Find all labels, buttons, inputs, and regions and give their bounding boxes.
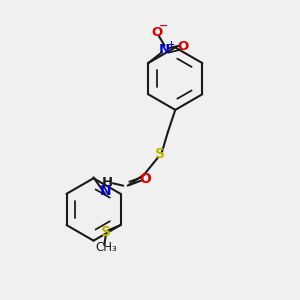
Text: N: N	[100, 184, 111, 198]
Text: −: −	[159, 21, 168, 31]
Text: S: S	[101, 225, 111, 238]
Text: O: O	[178, 40, 189, 52]
Text: CH₃: CH₃	[95, 242, 117, 254]
Text: +: +	[168, 40, 175, 49]
Text: H: H	[101, 176, 112, 190]
Text: O: O	[140, 172, 152, 186]
Text: O: O	[152, 26, 163, 39]
Text: S: S	[155, 148, 165, 161]
Text: N: N	[159, 43, 170, 56]
